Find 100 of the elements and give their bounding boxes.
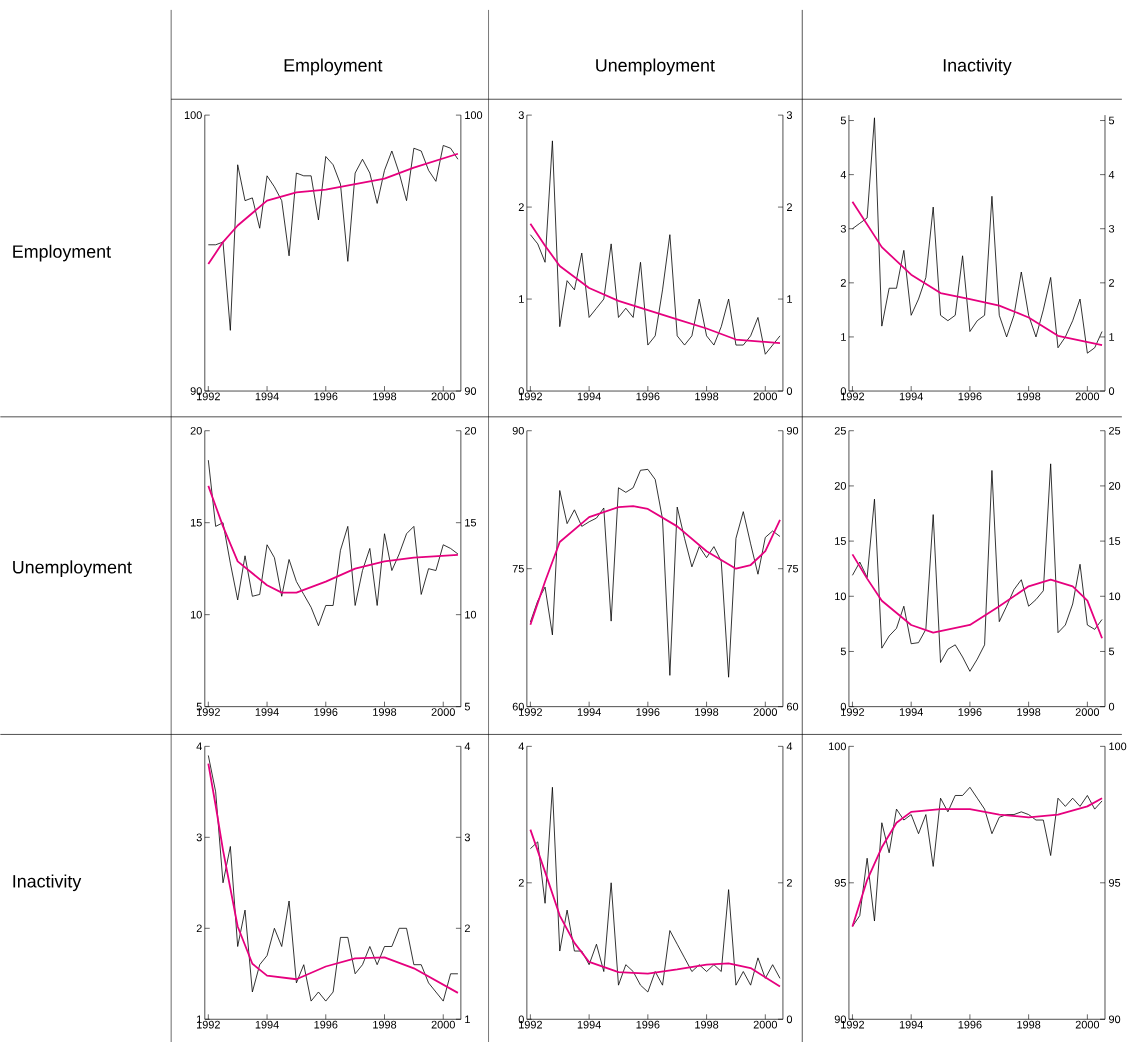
y2-tick-label: 15 <box>465 518 477 527</box>
line-series <box>529 468 781 678</box>
x-tick-label: 1996 <box>314 1020 338 1029</box>
y2-tick-label: 4 <box>464 742 471 750</box>
chart-title: Employment <box>284 58 383 75</box>
y-tick-label: 20 <box>834 481 846 490</box>
y-axis-title: Unemployment <box>13 560 132 577</box>
x-tick-label: 1998 <box>1017 1020 1041 1029</box>
y-tick-label: 100 <box>829 742 846 750</box>
line-series <box>529 828 781 988</box>
y2-tick-label: 5 <box>1108 116 1115 125</box>
line-series <box>529 505 781 626</box>
y-tick-label: 2 <box>518 203 524 211</box>
y2-tick-label: 20 <box>1109 481 1121 490</box>
y2-tick-label: 2 <box>786 203 792 211</box>
line-series <box>529 222 781 344</box>
x-tick-label: 1994 <box>255 707 279 716</box>
x-tick-label: 1998 <box>373 392 397 401</box>
y-tick-label: 100 <box>184 111 202 119</box>
chart-title: Inactivity <box>943 58 1012 75</box>
y2-tick-label: 90 <box>786 426 799 435</box>
y2-tick-label: 0 <box>786 386 793 395</box>
x-tick-label: 2000 <box>431 707 455 716</box>
y2-tick-label: 1 <box>465 1015 470 1023</box>
y-tick-label: 95 <box>834 878 846 887</box>
y2-tick-label: 15 <box>1109 537 1121 545</box>
y2-tick-label: 100 <box>465 111 483 119</box>
y-tick-label: 1 <box>519 295 524 303</box>
y-tick-label: 2 <box>840 278 846 287</box>
y2-tick-label: 90 <box>464 386 477 395</box>
x-tick-label: 1994 <box>899 392 923 401</box>
y-tick-label: 15 <box>835 537 846 545</box>
y2-tick-label: 1 <box>1109 332 1115 341</box>
y2-tick-label: 4 <box>786 742 793 750</box>
y2-tick-label: 2 <box>464 924 470 932</box>
x-tick-label: 1994 <box>255 392 279 401</box>
x-tick-label: 1996 <box>314 392 338 401</box>
y2-tick-label: 90 <box>1109 1015 1121 1023</box>
y-tick-label: 1 <box>841 332 846 341</box>
y2-tick-label: 5 <box>1108 647 1115 656</box>
y2-tick-label: 95 <box>1109 878 1121 887</box>
x-tick-label: 2000 <box>1075 392 1100 401</box>
x-tick-label: 1998 <box>1017 392 1041 401</box>
x-tick-label: 1994 <box>255 1020 279 1029</box>
line-series <box>851 553 1103 639</box>
x-tick-label: 1998 <box>373 1020 397 1029</box>
y2-tick-label: 0 <box>1108 702 1115 711</box>
y2-tick-label: 20 <box>464 426 477 435</box>
y2-tick-label: 3 <box>1108 224 1115 233</box>
y-tick-label: 3 <box>518 111 524 119</box>
x-tick-label: 1996 <box>314 707 338 716</box>
x-tick-label: 1998 <box>1017 707 1041 716</box>
x-tick-label: 2000 <box>1075 707 1100 716</box>
y2-tick-label: 10 <box>465 610 477 619</box>
x-tick-label: 1994 <box>577 707 601 716</box>
line-series <box>852 463 1103 672</box>
y2-tick-label: 60 <box>786 702 799 711</box>
x-tick-label: 1998 <box>695 1020 719 1029</box>
y-tick-label: 10 <box>835 592 846 600</box>
x-tick-label: 1998 <box>695 392 719 401</box>
x-tick-label: 2000 <box>753 1020 778 1029</box>
y-axis-title: Inactivity <box>13 874 82 891</box>
y2-tick-label: 4 <box>1108 170 1115 179</box>
y-tick-label: 25 <box>834 426 846 435</box>
y2-tick-label: 1 <box>787 295 792 303</box>
y-tick-label: 4 <box>840 170 847 179</box>
y2-tick-label: 2 <box>1109 278 1115 287</box>
x-tick-label: 1998 <box>695 707 719 716</box>
y2-tick-label: 2 <box>786 878 792 887</box>
y-tick-label: 20 <box>190 426 202 435</box>
x-tick-label: 2000 <box>753 392 778 401</box>
y-tick-label: 5 <box>840 116 846 125</box>
y-tick-label: 4 <box>196 742 202 750</box>
y-tick-label: 3 <box>196 833 202 841</box>
x-tick-label: 2000 <box>431 1020 455 1029</box>
x-tick-label: 1996 <box>958 707 982 716</box>
y2-tick-label: 3 <box>464 833 470 841</box>
y-tick-label: 75 <box>512 564 524 573</box>
y2-tick-label: 10 <box>1109 592 1121 600</box>
x-tick-label: 1994 <box>577 1020 601 1029</box>
y-tick-label: 2 <box>518 878 524 887</box>
x-tick-label: 1994 <box>577 392 601 401</box>
x-tick-label: 1998 <box>373 707 397 716</box>
y-tick-label: 2 <box>196 924 202 932</box>
x-tick-label: 2000 <box>753 707 778 716</box>
y-tick-label: 90 <box>512 426 524 435</box>
y-tick-label: 15 <box>190 518 202 527</box>
x-tick-label: 2000 <box>431 392 455 401</box>
x-tick-label: 1996 <box>958 392 982 401</box>
line-series <box>529 140 781 355</box>
x-tick-label: 1996 <box>636 1020 660 1029</box>
y2-tick-label: 5 <box>464 702 470 711</box>
line-series <box>207 459 459 626</box>
x-tick-label: 1996 <box>636 392 660 401</box>
chart-title: Unemployment <box>596 58 715 75</box>
y-tick-label: 4 <box>518 742 525 750</box>
y2-tick-label: 75 <box>786 564 799 573</box>
x-tick-label: 1996 <box>636 707 660 716</box>
x-tick-label: 1994 <box>899 707 923 716</box>
y-tick-label: 5 <box>840 647 846 656</box>
